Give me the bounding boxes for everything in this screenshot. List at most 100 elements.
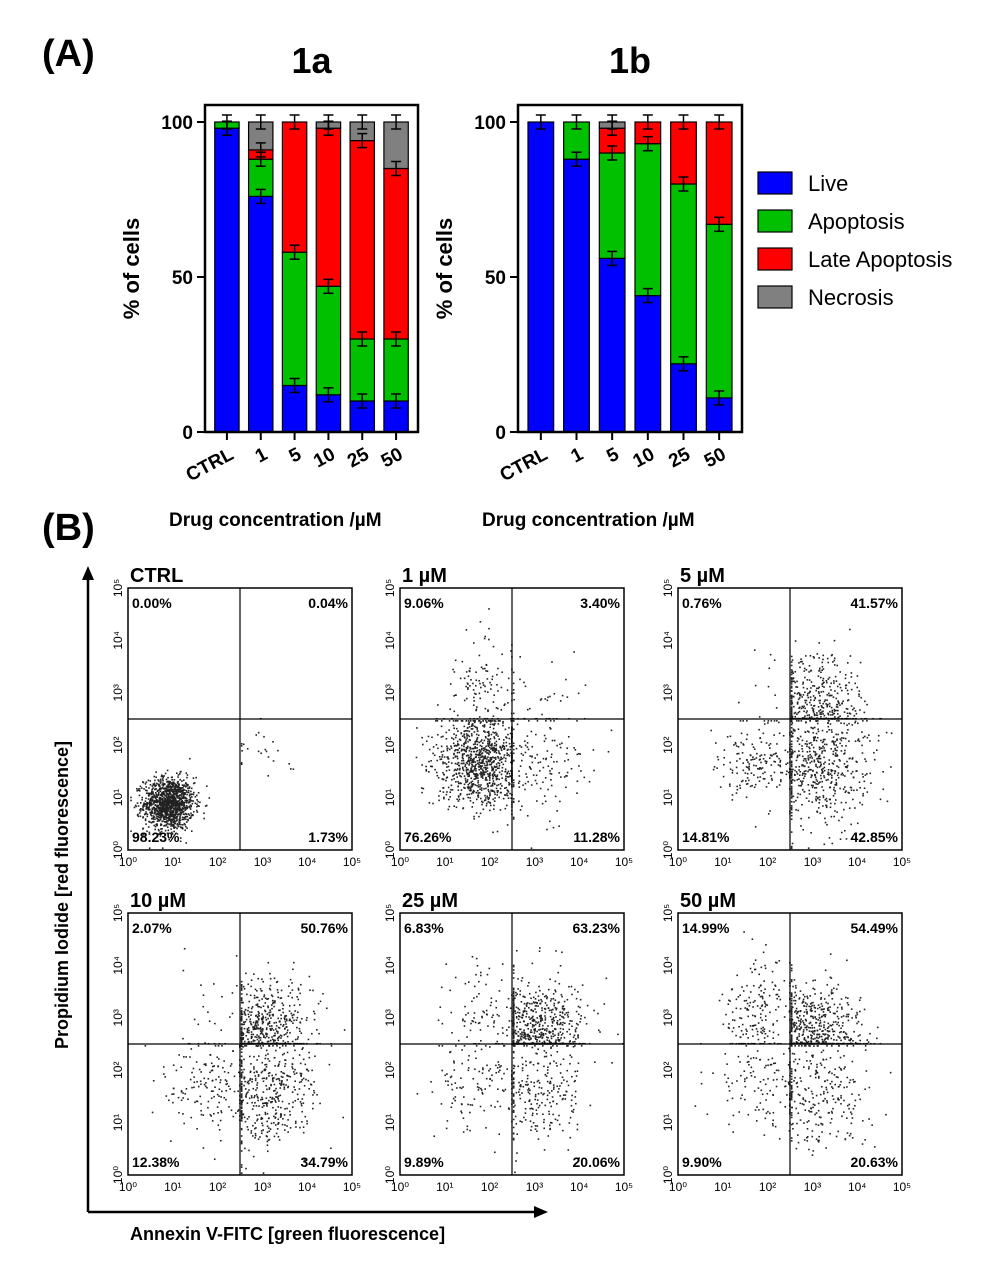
scatter-point [812, 695, 815, 697]
scatter-point [139, 785, 142, 788]
scatter-point [821, 750, 824, 753]
scatter-point [157, 816, 160, 818]
scatter-point [556, 744, 558, 747]
scatter-point [462, 762, 465, 765]
scatter-point [291, 1106, 294, 1108]
scatter-point [457, 785, 459, 788]
scatter-point [170, 813, 173, 815]
scatter-point [167, 817, 169, 819]
scatter-point [805, 669, 808, 671]
scatter-point [501, 777, 504, 779]
scatter-point [447, 808, 450, 811]
scatter-point [189, 1056, 191, 1058]
scatter-point [152, 784, 155, 786]
scatter-point [461, 748, 463, 751]
scatter-point [486, 762, 488, 764]
scatter-point [178, 803, 181, 805]
scatter-point [158, 833, 160, 835]
scatter-point [795, 759, 798, 762]
scatter-point [183, 813, 186, 816]
scatter-point [277, 749, 279, 752]
scatter-point [491, 720, 493, 722]
scatter-point [790, 748, 793, 751]
scatter-point [863, 780, 866, 783]
scatter-point [193, 1086, 195, 1089]
scatter-point [274, 1124, 277, 1126]
scatter-point [802, 759, 805, 762]
scatter-point [245, 1093, 248, 1096]
scatter-point [798, 754, 801, 757]
scatter-point [158, 780, 160, 782]
scatter-point [790, 790, 793, 793]
scatter-point [206, 1086, 208, 1089]
scatter-point [292, 768, 295, 771]
scatter-point [796, 686, 799, 688]
scatter-point [853, 789, 855, 792]
scatter-point [162, 793, 165, 796]
scatter-point [791, 842, 794, 845]
scatter-point [844, 749, 846, 752]
scatter-point [512, 801, 515, 804]
scatter-point [279, 1087, 282, 1089]
scatter-point [275, 1073, 277, 1076]
scatter-point [768, 757, 771, 759]
scatter-point [484, 685, 486, 688]
scatter-point [158, 833, 161, 835]
scatter-point [807, 770, 809, 773]
scatter-point [825, 797, 828, 800]
scatter-point [166, 801, 168, 803]
scatter-point [170, 776, 173, 779]
scatter-point [823, 769, 826, 772]
scatter-point [145, 786, 147, 788]
scatter-point [182, 807, 185, 810]
scatter-point [159, 804, 162, 807]
scatter-point [763, 720, 766, 722]
scatter-point [802, 694, 805, 696]
scatter-point [816, 653, 819, 655]
scatter-point [172, 826, 175, 829]
scatter-point [512, 748, 515, 751]
scatter-point [777, 764, 780, 766]
scatter-point [458, 769, 461, 771]
scatter-point [479, 772, 481, 775]
scatter-point [751, 758, 754, 761]
scatter-point [845, 687, 847, 689]
scatter-point [240, 986, 243, 988]
scatter-point [174, 799, 177, 802]
scatter-point [498, 759, 501, 762]
scatter-point [505, 777, 507, 780]
scatter-point [294, 1088, 296, 1091]
scatter-point [866, 791, 869, 793]
legend-swatch [757, 247, 793, 271]
scatter-point [240, 1065, 243, 1068]
scatter-point [161, 783, 164, 786]
scatter-point [261, 1070, 264, 1073]
scatter-point [850, 676, 853, 678]
scatter-point [813, 713, 816, 715]
scatter-point [807, 755, 810, 757]
scatter-point [554, 795, 557, 798]
scatter-point [793, 680, 795, 683]
scatter-point [305, 1068, 308, 1071]
scatter-point [818, 686, 820, 689]
scatter-point [468, 749, 471, 752]
scatter-point [839, 671, 842, 673]
scatter-point [798, 692, 801, 695]
scatter-point [835, 799, 837, 801]
scatter-point [456, 757, 459, 760]
scatter-point [536, 720, 539, 722]
scatter-point [246, 1126, 249, 1128]
scatter-point [512, 671, 515, 674]
scatter-point [237, 1110, 239, 1112]
scatter-point [130, 799, 132, 802]
scatter-point [528, 707, 531, 710]
scatter-point [501, 671, 503, 674]
scatter-point [230, 1063, 233, 1065]
scatter-point [178, 790, 180, 793]
scatter-point [467, 775, 469, 778]
scatter-point [813, 704, 816, 707]
scatter-point [252, 1105, 255, 1107]
scatter-point [170, 811, 172, 814]
scatter-point [253, 1071, 256, 1074]
scatter-point [170, 821, 173, 823]
